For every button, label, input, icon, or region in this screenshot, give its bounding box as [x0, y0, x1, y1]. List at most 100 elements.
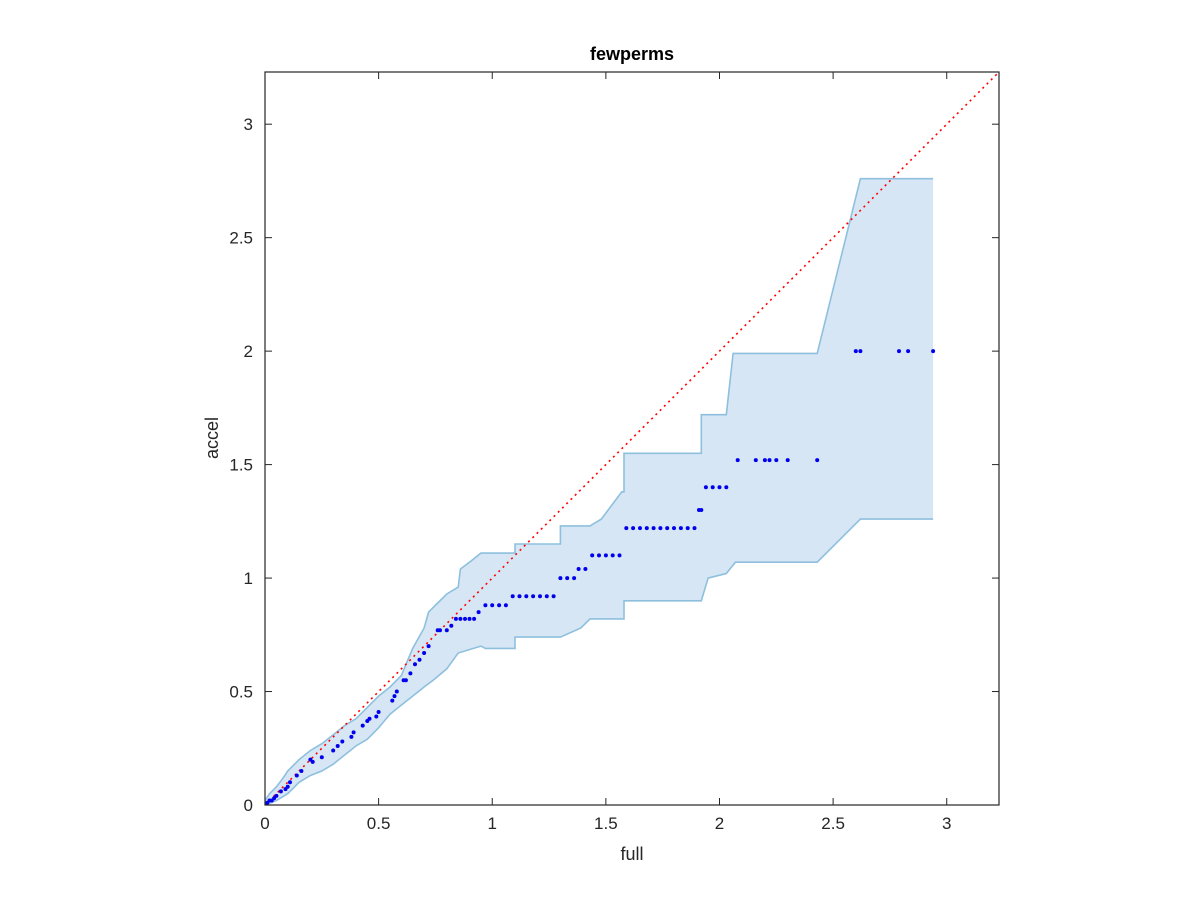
data-point: [658, 526, 663, 531]
axes-frame: [264, 71, 1000, 806]
data-point: [558, 576, 563, 581]
data-point: [692, 526, 697, 531]
data-point: [767, 458, 772, 463]
data-point: [538, 594, 542, 599]
data-point: [476, 610, 481, 615]
data-point: [340, 739, 345, 744]
data-point: [449, 623, 454, 628]
data-point: [774, 458, 779, 463]
y-tick-label: 2.5: [229, 229, 253, 248]
data-point: [517, 594, 522, 599]
data-point: [392, 694, 397, 699]
confidence-band: [265, 178, 934, 805]
data-point: [638, 526, 642, 531]
data-point: [906, 349, 911, 354]
data-point: [531, 594, 536, 599]
data-point: [897, 349, 901, 354]
data-point: [351, 730, 356, 735]
data-point: [310, 759, 315, 764]
x-tick-label: 2.5: [821, 814, 845, 833]
data-point: [815, 458, 820, 463]
data-point: [703, 485, 708, 490]
data-point: [472, 616, 477, 621]
y-tick-label: 0.5: [229, 683, 253, 702]
data-point: [438, 628, 442, 633]
data-point: [710, 485, 715, 490]
data-point: [360, 723, 365, 728]
y-tick-label: 2: [244, 342, 253, 361]
x-tick-label: 1.5: [594, 814, 618, 833]
data-point: [524, 594, 529, 599]
data-point: [685, 526, 690, 531]
data-point: [490, 603, 495, 608]
data-point: [274, 793, 279, 798]
data-point: [717, 485, 722, 490]
data-point: [417, 657, 422, 662]
data-point: [394, 689, 399, 694]
data-point: [644, 526, 649, 531]
data-point: [665, 526, 670, 531]
data-point: [651, 526, 656, 531]
data-point: [413, 662, 417, 667]
x-tick-label: 3: [942, 814, 951, 833]
data-point: [278, 789, 283, 794]
data-point: [931, 349, 936, 354]
data-point: [735, 458, 740, 463]
y-tick-label: 1: [244, 569, 253, 588]
data-point: [858, 349, 863, 354]
data-point: [583, 567, 588, 571]
data-point: [565, 576, 570, 581]
data-point: [678, 526, 683, 531]
x-axis-label: full: [620, 844, 643, 864]
data-point: [603, 553, 608, 558]
y-axis-label: accel: [202, 417, 222, 459]
data-point: [699, 508, 704, 512]
x-tick-label: 1: [488, 814, 497, 833]
data-point: [617, 553, 622, 558]
data-point: [319, 755, 324, 760]
data-point: [624, 526, 629, 531]
data-point: [463, 616, 467, 621]
plot-area: [265, 72, 999, 805]
band-lower-edge: [265, 518, 934, 805]
data-point: [408, 671, 413, 676]
data-point: [367, 716, 372, 721]
x-tick-label: 0: [260, 814, 269, 833]
y-tick-label: 1.5: [229, 456, 253, 475]
data-point: [426, 644, 431, 649]
data-point: [374, 714, 379, 719]
data-point: [376, 710, 381, 714]
reference-line: [265, 72, 999, 805]
data-point: [458, 616, 463, 621]
data-point: [349, 734, 354, 739]
chart-title: fewperms: [590, 44, 674, 64]
data-point: [610, 553, 615, 558]
x-tick-label: 2: [715, 814, 724, 833]
data-point: [403, 678, 408, 683]
x-tick-label: 0.5: [367, 814, 391, 833]
data-point: [294, 773, 299, 778]
data-point: [331, 748, 336, 753]
data-point: [544, 594, 549, 599]
data-point: [288, 780, 292, 785]
data-point: [551, 594, 556, 599]
data-point: [453, 616, 458, 621]
data-point: [497, 603, 502, 608]
band-upper-edge: [265, 177, 934, 801]
data-point: [631, 526, 636, 531]
data-point: [572, 576, 577, 581]
data-point: [853, 349, 858, 354]
data-point: [672, 526, 676, 531]
data-point: [285, 784, 290, 789]
data-point: [762, 458, 767, 463]
y-tick-label: 3: [244, 115, 253, 134]
data-point: [724, 485, 729, 490]
data-point: [510, 594, 515, 599]
data-point: [299, 769, 304, 773]
data-point: [483, 603, 488, 608]
data-point: [335, 744, 340, 748]
data-point: [390, 698, 395, 703]
data-point: [753, 458, 758, 463]
data-point: [422, 651, 427, 655]
data-point: [467, 616, 472, 621]
